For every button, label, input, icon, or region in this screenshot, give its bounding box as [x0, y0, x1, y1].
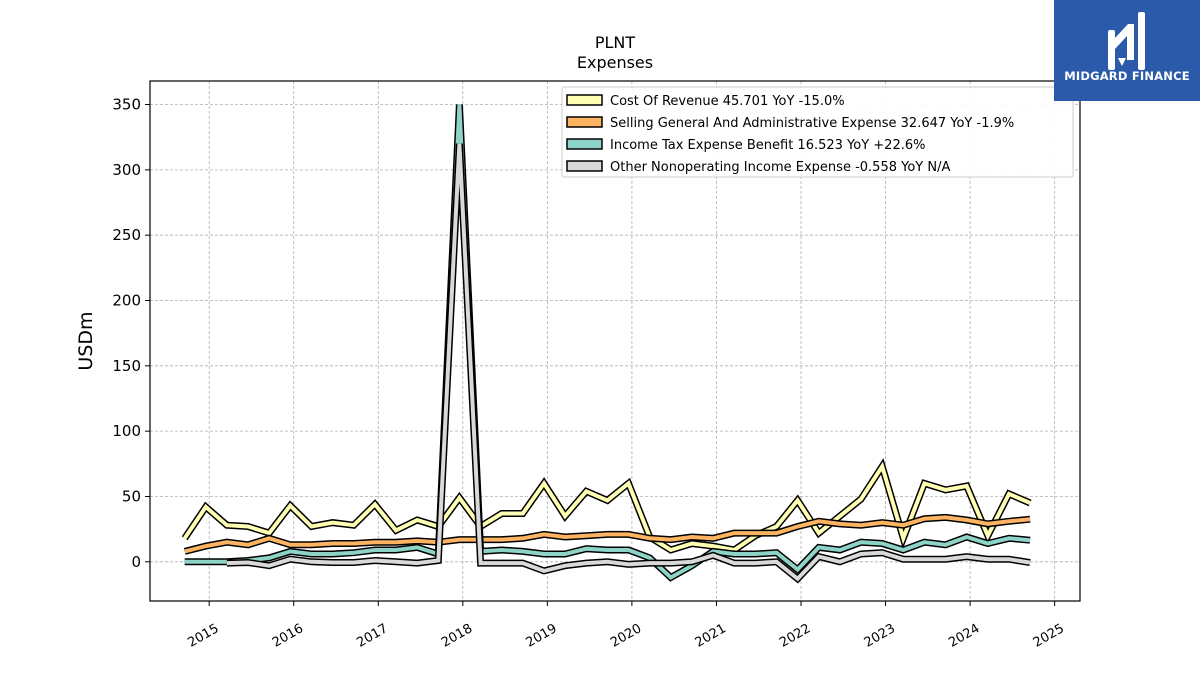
brand-logo: MIDGARD FINANCE [1054, 0, 1200, 101]
brand-name: MIDGARD FINANCE [1064, 69, 1190, 83]
x-tick-label: 2022 [777, 621, 813, 651]
series-line [226, 143, 1031, 582]
legend-swatch [566, 116, 603, 128]
series-line [183, 461, 1031, 553]
x-tick-label: 2019 [524, 621, 560, 651]
series-1 [181, 458, 1032, 554]
legend-label: Other Nonoperating Income Expense -0.558… [610, 160, 950, 175]
y-tick-label: 250 [112, 226, 141, 244]
legend-label: Cost Of Revenue 45.701 YoY -15.0% [610, 94, 845, 109]
plot-frame [149, 80, 1081, 602]
x-tick-label: 2023 [862, 621, 898, 651]
y-tick-label: 150 [112, 357, 141, 375]
legend-swatch [566, 94, 603, 106]
y-axis-label: USDm [75, 311, 97, 370]
series-2 [183, 513, 1031, 555]
x-tick-label: 2017 [354, 621, 390, 651]
legend-box [561, 86, 1074, 178]
x-tick-label: 2024 [946, 621, 982, 651]
logo-mark-icon [1108, 12, 1145, 70]
y-tick-label: 200 [112, 291, 141, 309]
series-line [184, 515, 1031, 554]
y-tick-label: 100 [112, 422, 141, 440]
legend-item: Cost Of Revenue 45.701 YoY -15.0% [566, 94, 845, 109]
x-tick-label: 2016 [270, 621, 306, 651]
legend-item: Income Tax Expense Benefit 16.523 YoY +2… [566, 138, 925, 153]
series-3 [184, 104, 1031, 582]
legend-item: Other Nonoperating Income Expense -0.558… [566, 160, 950, 175]
legend: Cost Of Revenue 45.701 YoY -15.0% Selling… [561, 86, 1074, 178]
x-axis: 2015 2016 2017 2018 2019 2020 2021 2022 2023 2024… [185, 601, 1067, 651]
y-tick-label: 50 [122, 487, 141, 505]
legend-label: Income Tax Expense Benefit 16.523 YoY +2… [610, 138, 925, 153]
x-tick-label: 2020 [608, 621, 644, 651]
series-4 [226, 143, 1031, 584]
chart-title: PLNT [595, 33, 636, 52]
legend-label: Selling General And Administrative Expen… [610, 116, 1014, 131]
series-line [184, 104, 1031, 580]
x-tick-label: 2025 [1031, 621, 1067, 651]
chart-subtitle: Expenses [577, 53, 653, 72]
legend-swatch [566, 160, 603, 172]
series-layer [181, 104, 1032, 584]
y-tick-label: 0 [131, 553, 141, 571]
x-tick-label: 2018 [439, 621, 475, 651]
y-axis: 0 50 100 150 200 250 300 350 [112, 96, 150, 571]
y-tick-label: 300 [112, 161, 141, 179]
legend-swatch [566, 138, 603, 150]
y-tick-label: 350 [112, 96, 141, 114]
x-tick-label: 2015 [185, 621, 221, 651]
legend-item: Selling General And Administrative Expen… [566, 116, 1014, 131]
x-tick-label: 2021 [693, 621, 729, 651]
